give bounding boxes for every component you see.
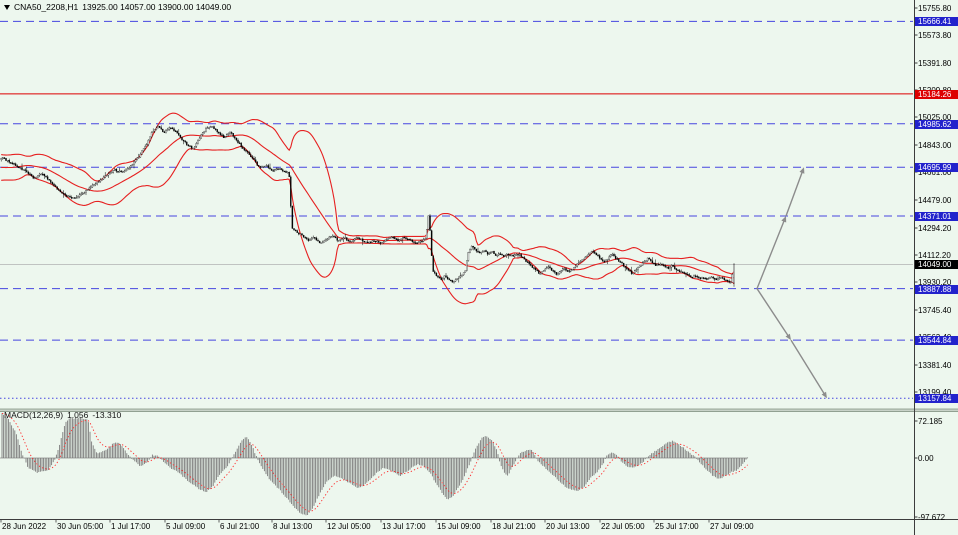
symbol-name: CNA50_2208,H1 bbox=[14, 2, 79, 12]
bollinger-lower-band bbox=[1, 145, 735, 305]
price-level-label: 14371.01 bbox=[915, 212, 958, 221]
macd-histogram bbox=[1, 413, 749, 516]
price-axis-label: 15025.00 bbox=[918, 113, 952, 122]
price-axis-label: 14661.00 bbox=[918, 168, 952, 177]
candlestick-series bbox=[0, 124, 735, 287]
time-axis-label: 20 Jul 13:00 bbox=[546, 522, 590, 531]
arrowhead-icon bbox=[821, 391, 827, 399]
price-axis-label: 13745.40 bbox=[918, 306, 952, 315]
time-axis-label: 8 Jul 13:00 bbox=[273, 522, 313, 531]
time-axis-label: 6 Jul 21:00 bbox=[220, 522, 260, 531]
symbol-ohlc-values: 13925.00 14057.00 13900.00 14049.00 bbox=[82, 2, 232, 12]
price-axis-label: 14112.20 bbox=[918, 251, 951, 260]
arrowhead-icon bbox=[799, 167, 805, 174]
symbol-header: CNA50_2208,H1 13925.00 14057.00 13900.00 … bbox=[4, 2, 235, 12]
price-axis-label: 15573.80 bbox=[918, 31, 952, 40]
price-level-label: 14049.00 bbox=[915, 260, 958, 269]
price-level-label: 15666.41 bbox=[915, 17, 958, 26]
macd-axis-label: 0.00 bbox=[918, 454, 934, 463]
price-axis-label: 14294.20 bbox=[918, 224, 952, 233]
time-axis-label: 30 Jun 05:00 bbox=[57, 522, 104, 531]
price-axis-label: 13381.40 bbox=[918, 361, 952, 370]
price-level-label: 13544.84 bbox=[915, 336, 958, 345]
projection-arrows[interactable] bbox=[756, 167, 827, 399]
macd-name: MACD(12,26,9) bbox=[4, 410, 64, 420]
symbol-marker-icon bbox=[4, 5, 10, 10]
macd-main-value: 1.056 bbox=[67, 410, 89, 420]
price-level-label: 14695.99 bbox=[915, 163, 958, 172]
bollinger-bands bbox=[1, 112, 735, 305]
time-axis-label: 13 Jul 17:00 bbox=[382, 522, 426, 531]
price-axis-label: 14843.00 bbox=[918, 141, 952, 150]
price-axis-label: 14479.00 bbox=[918, 196, 952, 205]
main-price-panel bbox=[0, 20, 913, 399]
time-axis-label: 28 Jun 2022 bbox=[2, 522, 47, 531]
macd-panel bbox=[0, 412, 749, 516]
price-level-label: 13887.88 bbox=[915, 285, 958, 294]
time-axis-label: 12 Jul 05:00 bbox=[327, 522, 371, 531]
price-level-label: 14985.62 bbox=[915, 120, 958, 129]
price-level-label: 15184.26 bbox=[915, 90, 958, 99]
time-axis-label: 1 Jul 17:00 bbox=[111, 522, 151, 531]
time-axis-label: 25 Jul 17:00 bbox=[655, 522, 699, 531]
time-axis-label: 15 Jul 09:00 bbox=[437, 522, 481, 531]
trend-arrow-line[interactable] bbox=[756, 219, 786, 289]
arrowhead-icon bbox=[785, 333, 791, 341]
price-axis-label: 13930.20 bbox=[918, 278, 952, 287]
arrowhead-icon bbox=[781, 216, 787, 223]
trend-arrow-line[interactable] bbox=[785, 170, 804, 217]
price-axis-label: 13199.40 bbox=[918, 388, 952, 397]
bollinger-middle-band bbox=[1, 134, 735, 279]
macd-signal-value: -13.310 bbox=[92, 410, 122, 420]
trend-arrow-line[interactable] bbox=[790, 339, 826, 396]
time-axis-label: 22 Jul 05:00 bbox=[601, 522, 645, 531]
macd-indicator-label: MACD(12,26,9) 1.056 -13.310 bbox=[4, 410, 125, 420]
price-level-label: 13157.84 bbox=[915, 394, 958, 403]
macd-axis-label: -97.672 bbox=[918, 513, 946, 522]
trend-arrow-line[interactable] bbox=[756, 288, 790, 338]
time-axis-label: 5 Jul 09:00 bbox=[166, 522, 206, 531]
bollinger-upper-band bbox=[1, 112, 735, 275]
panel-separator[interactable] bbox=[0, 409, 958, 412]
horizontal-level-lines[interactable] bbox=[0, 20, 913, 399]
macd-axis-label: 72.185 bbox=[918, 417, 943, 426]
price-axis-label: 15391.80 bbox=[918, 59, 952, 68]
time-axis-label: 18 Jul 21:00 bbox=[492, 522, 536, 531]
price-axis-label: 15755.80 bbox=[918, 4, 952, 13]
time-axis-label: 27 Jul 09:00 bbox=[710, 522, 754, 531]
